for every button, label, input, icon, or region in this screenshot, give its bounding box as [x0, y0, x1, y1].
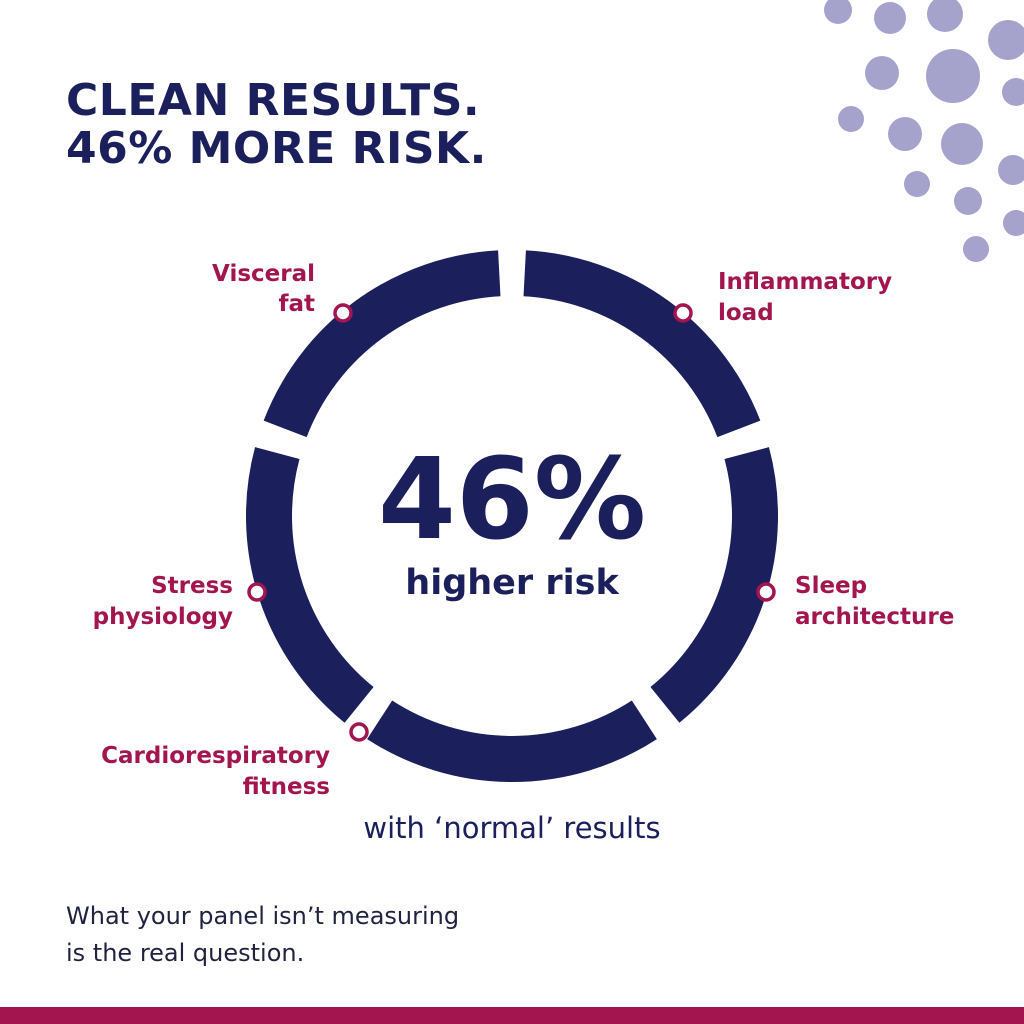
decor-dots — [824, 0, 1024, 262]
factor-label: Stress — [151, 573, 233, 599]
factor-sleep: Sleep architecture — [756, 573, 954, 630]
factor-label: Sleep — [795, 573, 867, 599]
ring-segment — [246, 447, 374, 723]
ring-segment — [367, 700, 657, 782]
footer-line: is the real question. — [66, 939, 304, 967]
marker — [349, 722, 369, 742]
marker — [333, 303, 353, 323]
center-value: 46% — [378, 435, 646, 565]
marker — [247, 582, 267, 602]
marker — [673, 303, 693, 323]
factor-cardio: Cardiorespiratory fitness — [101, 722, 369, 800]
ring — [246, 250, 778, 782]
factor-label: load — [718, 300, 774, 326]
factor-label: Cardiorespiratory — [101, 743, 330, 769]
footer-line: What your panel isn’t measuring — [66, 902, 459, 930]
factor-label: physiology — [93, 604, 233, 630]
factor-label: fitness — [243, 774, 330, 800]
bottom-bar — [0, 1007, 1024, 1024]
factor-label: fat — [278, 291, 315, 317]
factor-inflammatory: Inflammatory load — [673, 269, 892, 326]
title-line: CLEAN RESULTS. — [66, 75, 480, 126]
title-line: 46% MORE RISK. — [66, 123, 487, 174]
factor-label: architecture — [795, 604, 954, 630]
factor-label: Visceral — [212, 261, 315, 287]
marker — [756, 582, 776, 602]
subtitle: with ‘normal’ results — [363, 811, 660, 845]
factor-label: Inflammatory — [718, 269, 892, 295]
ring-segment — [263, 250, 501, 438]
ring-segment — [650, 447, 778, 723]
factor-visceral: Visceral fat — [212, 261, 353, 323]
center-caption: higher risk — [405, 563, 619, 603]
factor-stress: Stress physiology — [93, 573, 267, 630]
ring-segment — [523, 250, 761, 438]
